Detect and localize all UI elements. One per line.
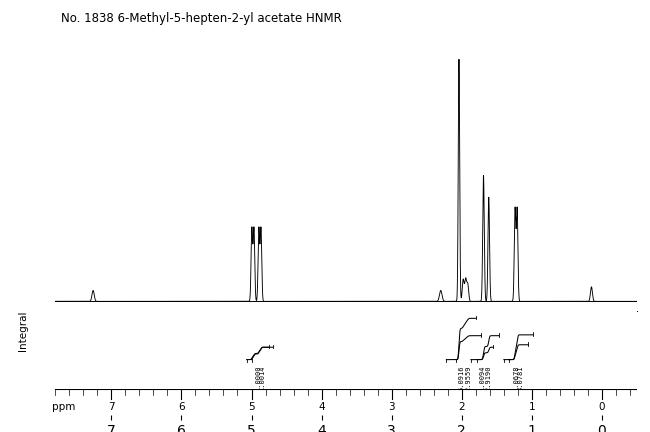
Text: ppm: ppm — [52, 402, 75, 412]
Text: 7: 7 — [108, 402, 114, 412]
Text: 2.9190: 2.9190 — [485, 366, 491, 391]
Text: Integral: Integral — [18, 310, 28, 351]
Text: 1.0000: 1.0000 — [255, 366, 261, 391]
Text: 2: 2 — [458, 402, 465, 412]
Text: 6: 6 — [178, 402, 185, 412]
Text: 1: 1 — [528, 402, 535, 412]
Text: 0: 0 — [599, 402, 605, 412]
Text: 1.0094: 1.0094 — [479, 366, 485, 391]
Text: 4: 4 — [318, 402, 325, 412]
Text: 3.0781: 3.0781 — [518, 366, 524, 391]
Text: 2.9559: 2.9559 — [466, 366, 472, 391]
Text: 3: 3 — [388, 402, 395, 412]
Text: 5.0916: 5.0916 — [458, 366, 464, 391]
Text: No. 1838 6-Methyl-5-hepten-2-yl acetate HNMR: No. 1838 6-Methyl-5-hepten-2-yl acetate … — [61, 12, 342, 25]
Text: 1.0678: 1.0678 — [513, 366, 519, 391]
Text: 5: 5 — [248, 402, 255, 412]
Text: 1.0014: 1.0014 — [259, 366, 265, 391]
